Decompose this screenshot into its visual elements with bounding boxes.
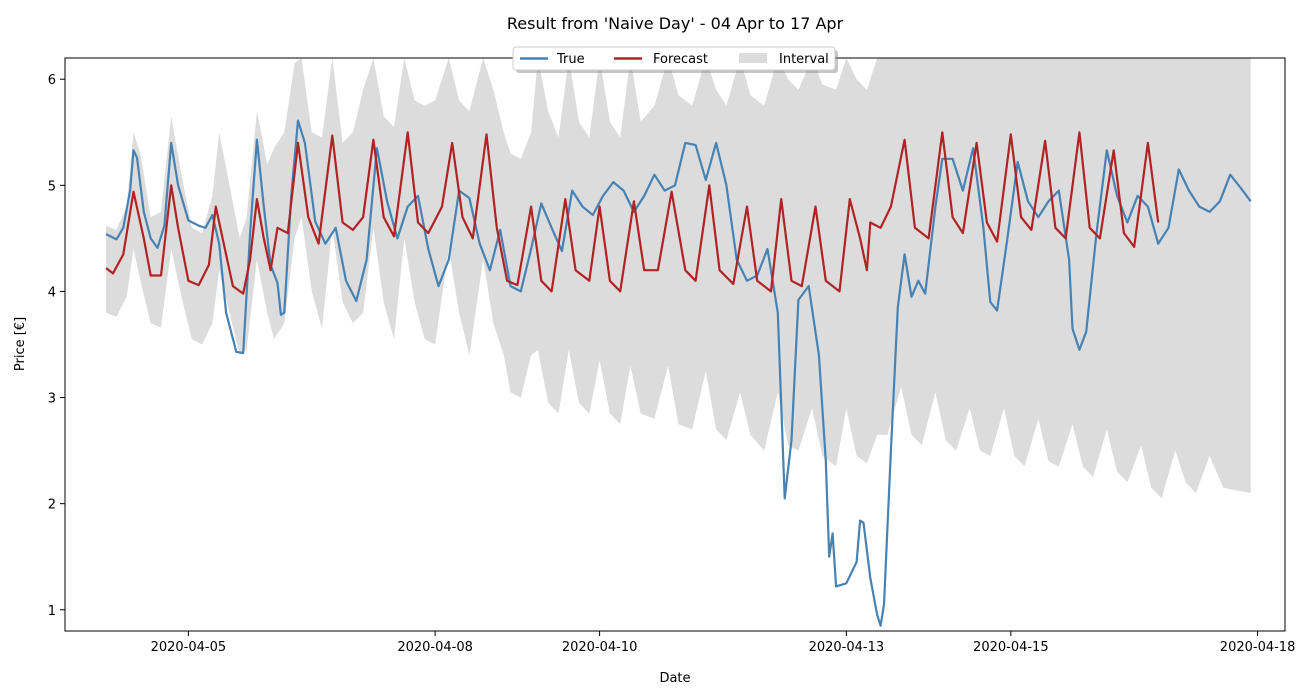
x-tick-label: 2020-04-10 [562,640,638,655]
y-axis-ticks: 1 2 3 4 5 6 [48,73,65,619]
legend: True Forecast Interval [512,46,838,73]
x-tick-label: 2020-04-08 [397,640,473,655]
x-axis-label: Date [659,671,690,686]
x-tick-label: 2020-04-18 [1220,640,1296,655]
y-tick-label: 1 [48,604,56,619]
legend-label-forecast: Forecast [653,52,708,67]
interval-band [106,58,1251,499]
legend-label-true: True [556,52,585,67]
y-tick-label: 6 [48,73,56,88]
interval-band-layer [106,58,1251,499]
legend-label-interval: Interval [779,52,829,67]
series-line-forecast [105,131,1160,295]
x-tick-label: 2020-04-05 [151,640,227,655]
legend-box [512,46,836,71]
x-tick-label: 2020-04-13 [809,640,885,655]
y-tick-label: 2 [48,498,56,513]
series-line-true [105,119,1252,627]
plot-area [105,58,1252,627]
y-tick-label: 4 [48,285,56,300]
y-tick-label: 3 [48,392,56,407]
x-tick-label: 2020-04-15 [973,640,1049,655]
y-axis-label: Price [€] [13,317,28,371]
legend-swatch-interval [739,53,767,63]
x-axis-ticks: 2020-04-05 2020-04-08 2020-04-10 2020-04-13… [151,631,1296,655]
chart-title: Result from 'Naive Day' - 04 Apr to 17 A… [507,14,844,33]
series-line-layer [105,119,1252,627]
y-tick-label: 5 [48,179,56,194]
